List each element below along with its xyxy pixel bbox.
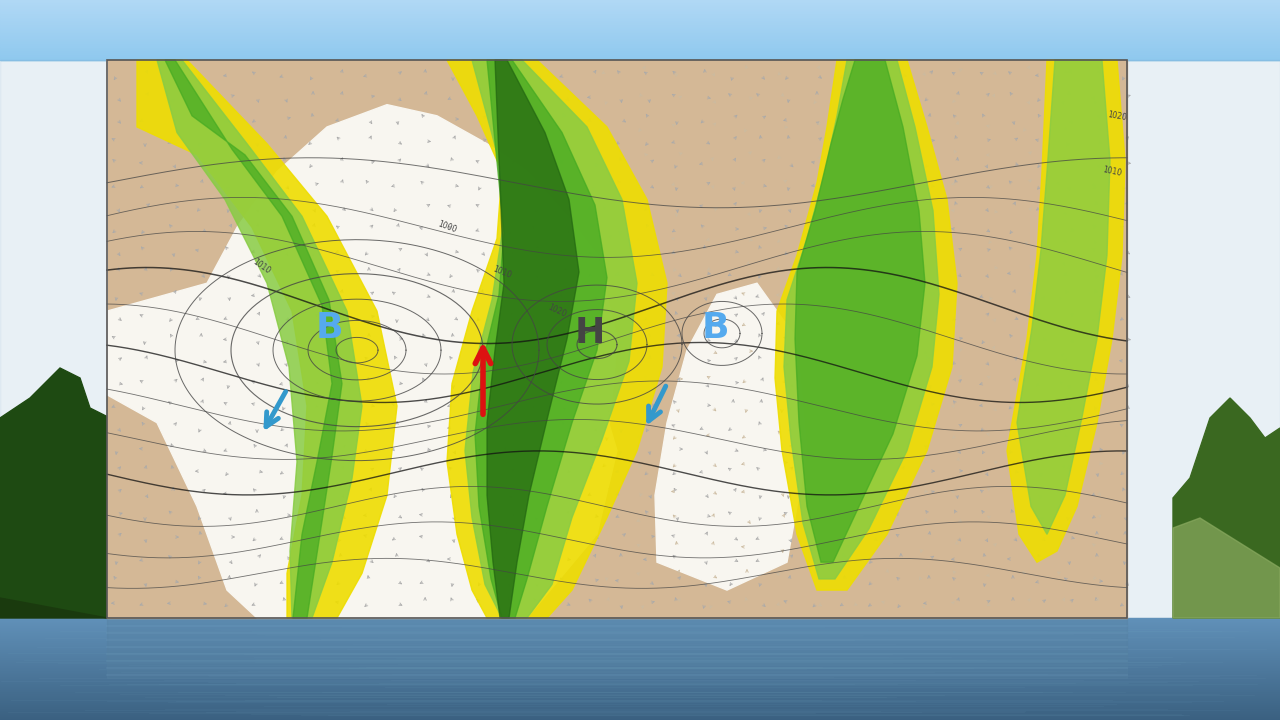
Text: 1020: 1020: [1107, 109, 1128, 122]
Text: B: B: [315, 311, 343, 345]
Polygon shape: [655, 283, 806, 590]
Polygon shape: [157, 60, 362, 618]
Text: 1010: 1010: [1102, 165, 1123, 178]
Bar: [0, 60, 1280, 618]
Bar: [108, 60, 1126, 618]
Bar: [108, 60, 1126, 618]
Text: 1010: 1010: [492, 264, 512, 280]
Text: H: H: [575, 316, 605, 351]
Polygon shape: [795, 60, 925, 562]
Polygon shape: [108, 60, 617, 618]
Polygon shape: [1172, 518, 1280, 618]
Polygon shape: [387, 339, 617, 618]
Polygon shape: [0, 598, 108, 618]
Text: 1010: 1010: [252, 257, 273, 276]
Polygon shape: [475, 60, 607, 618]
Polygon shape: [1007, 60, 1125, 562]
Polygon shape: [486, 60, 579, 618]
Polygon shape: [165, 60, 342, 618]
Polygon shape: [783, 60, 940, 579]
Polygon shape: [137, 60, 397, 618]
Polygon shape: [0, 368, 140, 618]
Polygon shape: [774, 60, 957, 590]
Polygon shape: [1018, 60, 1110, 534]
Polygon shape: [465, 60, 637, 618]
Text: 1020: 1020: [547, 303, 567, 319]
Polygon shape: [447, 60, 667, 618]
Text: 1000: 1000: [436, 220, 458, 235]
Polygon shape: [1172, 398, 1280, 618]
Bar: [108, 618, 1126, 678]
Text: B: B: [701, 311, 728, 345]
